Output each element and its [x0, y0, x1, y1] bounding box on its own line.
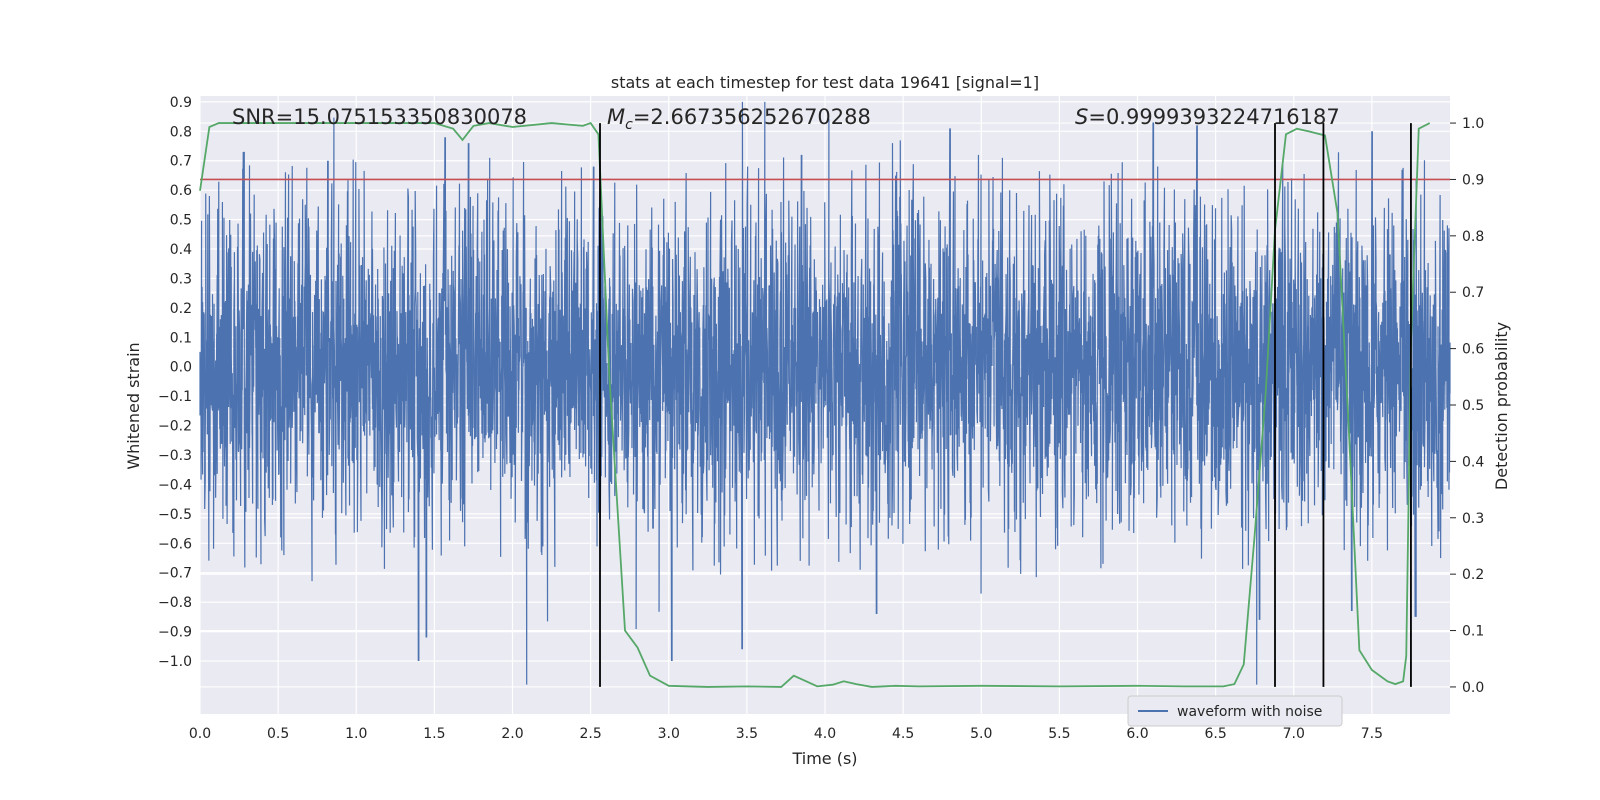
y-tick-label: −0.7 [158, 566, 192, 582]
y-tick-label: −0.2 [158, 419, 192, 435]
x-axis-label: Time (s) [791, 749, 857, 768]
y-tick-label: 0.9 [170, 95, 192, 111]
y2-tick-label: 0.9 [1462, 172, 1484, 188]
y-tick-label: 0.6 [170, 183, 192, 199]
snr-annotation: SNR=15.075153350830078 [232, 105, 527, 129]
y-tick-label: −0.4 [158, 477, 192, 493]
x-tick-label: 0.0 [189, 726, 211, 742]
y2-tick-label: 0.5 [1462, 398, 1484, 414]
y2-tick-label: 0.7 [1462, 285, 1484, 301]
y-tick-label: −1.0 [158, 654, 192, 670]
y2-tick-label: 0.0 [1462, 680, 1484, 696]
x-tick-label: 4.0 [814, 726, 836, 742]
y-tick-label: −0.9 [158, 625, 192, 641]
legend: waveform with noise [1127, 695, 1343, 727]
x-tick-label: 2.0 [501, 726, 523, 742]
waveform-line [199, 101, 1451, 685]
y2-tick-label: 0.3 [1462, 511, 1484, 527]
chirp-mass-annotation: Mc=2.667356252670288 [607, 105, 871, 133]
x-tick-label: 4.5 [892, 726, 914, 742]
x-tick-labels: 0.0 0.5 1.0 1.5 2.0 2.5 3.0 3.5 4.0 4.5 5.0 5.5 6.0 6… [189, 726, 1383, 742]
x-tick-label: 7.5 [1361, 726, 1383, 742]
x-tick-label: 2.5 [579, 726, 601, 742]
y-tick-label: −0.5 [158, 507, 192, 523]
y-tick-label: −0.6 [158, 536, 192, 552]
y2-axis-label: Detection probability [1492, 322, 1511, 490]
y2-tick-label: 0.6 [1462, 342, 1484, 358]
y-tick-label: −0.8 [158, 595, 192, 611]
y-tick-label: 0.5 [170, 213, 192, 229]
y2-tick-labels: 0.0 0.1 0.2 0.3 0.4 0.5 0.6 0.7 0.8 0.9 1.0 [1450, 116, 1484, 696]
score-annotation: S=0.9999393224716187 [1075, 105, 1340, 129]
y-tick-label: 0.4 [170, 242, 192, 258]
x-tick-label: 6.5 [1204, 726, 1226, 742]
x-tick-label: 5.5 [1048, 726, 1070, 742]
y-tick-labels: −1.0 −0.9 −0.8 −0.7 −0.6 −0.5 −0.4 −0.3 −0.2 −0.1… [158, 95, 192, 670]
x-tick-label: 7.0 [1283, 726, 1305, 742]
y-tick-label: 0.2 [170, 301, 192, 317]
x-tick-label: 0.5 [267, 726, 289, 742]
y-axis-label: Whitened strain [124, 342, 143, 469]
x-tick-label: 3.0 [658, 726, 680, 742]
x-tick-label: 5.0 [970, 726, 992, 742]
x-tick-label: 3.5 [736, 726, 758, 742]
x-tick-label: 1.5 [423, 726, 445, 742]
overlays [199, 121, 1450, 688]
y-tick-label: 0.3 [170, 271, 192, 287]
y-tick-label: 0.8 [170, 124, 192, 140]
probability-line [199, 121, 1431, 688]
y2-tick-label: 0.4 [1462, 454, 1484, 470]
y-tick-label: 0.0 [170, 360, 192, 376]
y2-tick-label: 0.1 [1462, 624, 1484, 640]
y2-tick-label: 0.8 [1462, 229, 1484, 245]
y2-tick-label: 0.2 [1462, 567, 1484, 583]
y-tick-label: 0.1 [170, 330, 192, 346]
legend-box [1127, 695, 1343, 727]
y-tick-label: −0.3 [158, 448, 192, 464]
x-tick-label: 6.0 [1126, 726, 1148, 742]
y-tick-label: −0.1 [158, 389, 192, 405]
y-tick-label: 0.7 [170, 154, 192, 170]
chart-title: stats at each timestep for test data 196… [611, 73, 1039, 92]
waveform-series [199, 101, 1451, 685]
y2-tick-label: 1.0 [1462, 116, 1484, 132]
legend-label: waveform with noise [1177, 704, 1322, 720]
x-tick-label: 1.0 [345, 726, 367, 742]
